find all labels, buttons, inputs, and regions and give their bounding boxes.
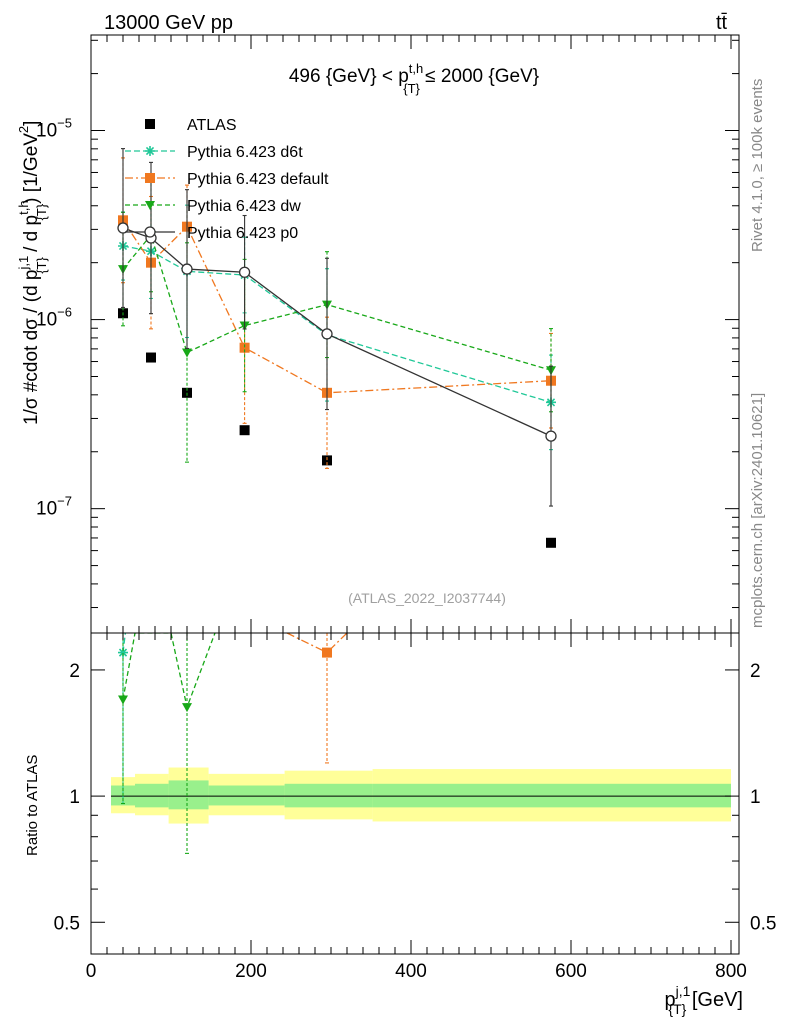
y-tick-base: 10 [36,499,57,520]
legend-label: ATLAS [187,117,237,134]
data-point [545,430,557,442]
series-pythia-6-423-dw [118,177,556,463]
x-tick-label: 800 [715,961,747,982]
legend-item: Pythia 6.423 p0 [125,225,298,242]
ratio-y-tick-label-left: 0.5 [54,913,80,934]
ratio-plot-panel: 0.5 0.51 12 2 0 200 400 600 800 Ratio to ATLAS … [24,632,777,1017]
ratio-plot-frame [90,632,740,955]
ratio-series-pythia-6-423-dw [118,633,216,854]
ratio-clipped [111,633,731,854]
data-point [182,387,192,398]
ratio-y-tick-label-right: 0.5 [750,913,776,934]
legend: ATLAS Pythia 6.423 d6t Pythia 6.423 defaul… [125,117,329,242]
series-pythia-6-423-p0 [117,148,557,507]
legend-label: Pythia 6.423 dw [187,198,301,215]
data-point [239,342,250,353]
legend-marker [144,226,156,238]
data-point [239,425,250,436]
process-label: tt̄ [716,12,728,34]
legend-label: Pythia 6.423 default [187,171,329,188]
data-point [238,266,251,278]
y-tick-exponent: −7 [57,494,72,509]
ratio-point [182,703,192,713]
analysis-watermark: (ATLAS_2022_I2037744) [348,590,506,606]
ratio-y-axis: 0.5 0.5 1 1 2 2 [54,661,777,934]
y-tick-exponent: −6 [57,305,72,320]
legend-item: Pythia 6.423 default [125,171,329,188]
plot-title: 496 {GeV} < pt,h {T} ≤ 2000 {GeV} [289,61,539,96]
main-plot-content [117,148,557,548]
ratio-line [122,633,127,653]
rivet-label: Rivet 4.1.0, ≥ 100k events [749,79,766,252]
y-tick-label: 10−6 [36,305,72,331]
data-point [181,263,193,275]
y-tick-label: 10−7 [36,494,72,520]
x-tick-label: 0 [86,961,97,982]
y-tick-base: 10 [36,310,57,331]
ratio-point [322,647,332,658]
y-tick-label: 10−5 [36,116,72,142]
x-axis: 0 200 400 600 800 [86,633,747,982]
x-axis-label: pj,1 {T} [GeV] [664,983,743,1017]
uncertainty-band-inner [284,783,373,808]
data-point [546,537,556,548]
series-pythia-6-423-default [118,157,556,469]
x-tick-label: 400 [395,961,427,982]
ratio-line [122,633,216,710]
uncertainty-band-inner [135,783,169,808]
data-point [182,348,192,358]
y-tick-exponent: −5 [57,116,72,131]
ratio-y-tick-label-right: 2 [750,661,761,682]
main-plot-panel: 10−510−610−7 (ATLAS_2022_I2037744) 496 {… [16,34,740,634]
data-point [117,222,129,234]
main-x-axis-ticks [90,35,732,633]
x-tick-label: 600 [555,961,587,982]
ratio-point [118,647,128,658]
x-tick-label: 200 [235,961,267,982]
legend-item: ATLAS [145,117,237,134]
uncertainty-band-inner [168,780,209,810]
y-tick-base: 10 [36,121,57,142]
main-y-axis-label: 1/σ #cdot dσ / (d pj,1 {T} / d pt,h {T}) [… [16,121,49,425]
legend-label: Pythia 6.423 p0 [187,225,298,242]
ratio-y-axis-label: Ratio to ATLAS [24,755,41,856]
ratio-y-tick-label-right: 1 [750,787,761,808]
ratio-y-tick-label-left: 2 [69,661,80,682]
beam-label: 13000 GeV pp [104,12,233,34]
main-y-axis: 10−510−610−7 [36,39,739,609]
legend-label: Pythia 6.423 d6t [187,144,303,161]
ratio-point [118,695,128,705]
ratio-series-pythia-6-423-default [286,633,348,764]
data-point [146,352,156,363]
legend-marker [145,146,155,156]
legend-marker [145,173,155,183]
legend-marker [145,119,155,129]
series-atlas [118,308,556,548]
data-point [322,455,332,466]
ratio-y-tick-label-left: 1 [69,787,80,808]
uncertainty-band-inner [372,783,731,808]
uncertainty-band-inner [208,785,285,806]
legend-item: Pythia 6.423 dw [125,198,301,215]
legend-marker [145,201,155,210]
series-pythia-6-423-d6t [118,203,556,451]
mcplots-label: mcplots.cern.ch [arXiv:2401.10621] [749,393,766,628]
data-point [321,328,333,340]
ratio-line [286,633,348,654]
ratio-plot-content [111,633,731,854]
legend-item: Pythia 6.423 d6t [125,144,303,161]
series-line [122,245,552,403]
